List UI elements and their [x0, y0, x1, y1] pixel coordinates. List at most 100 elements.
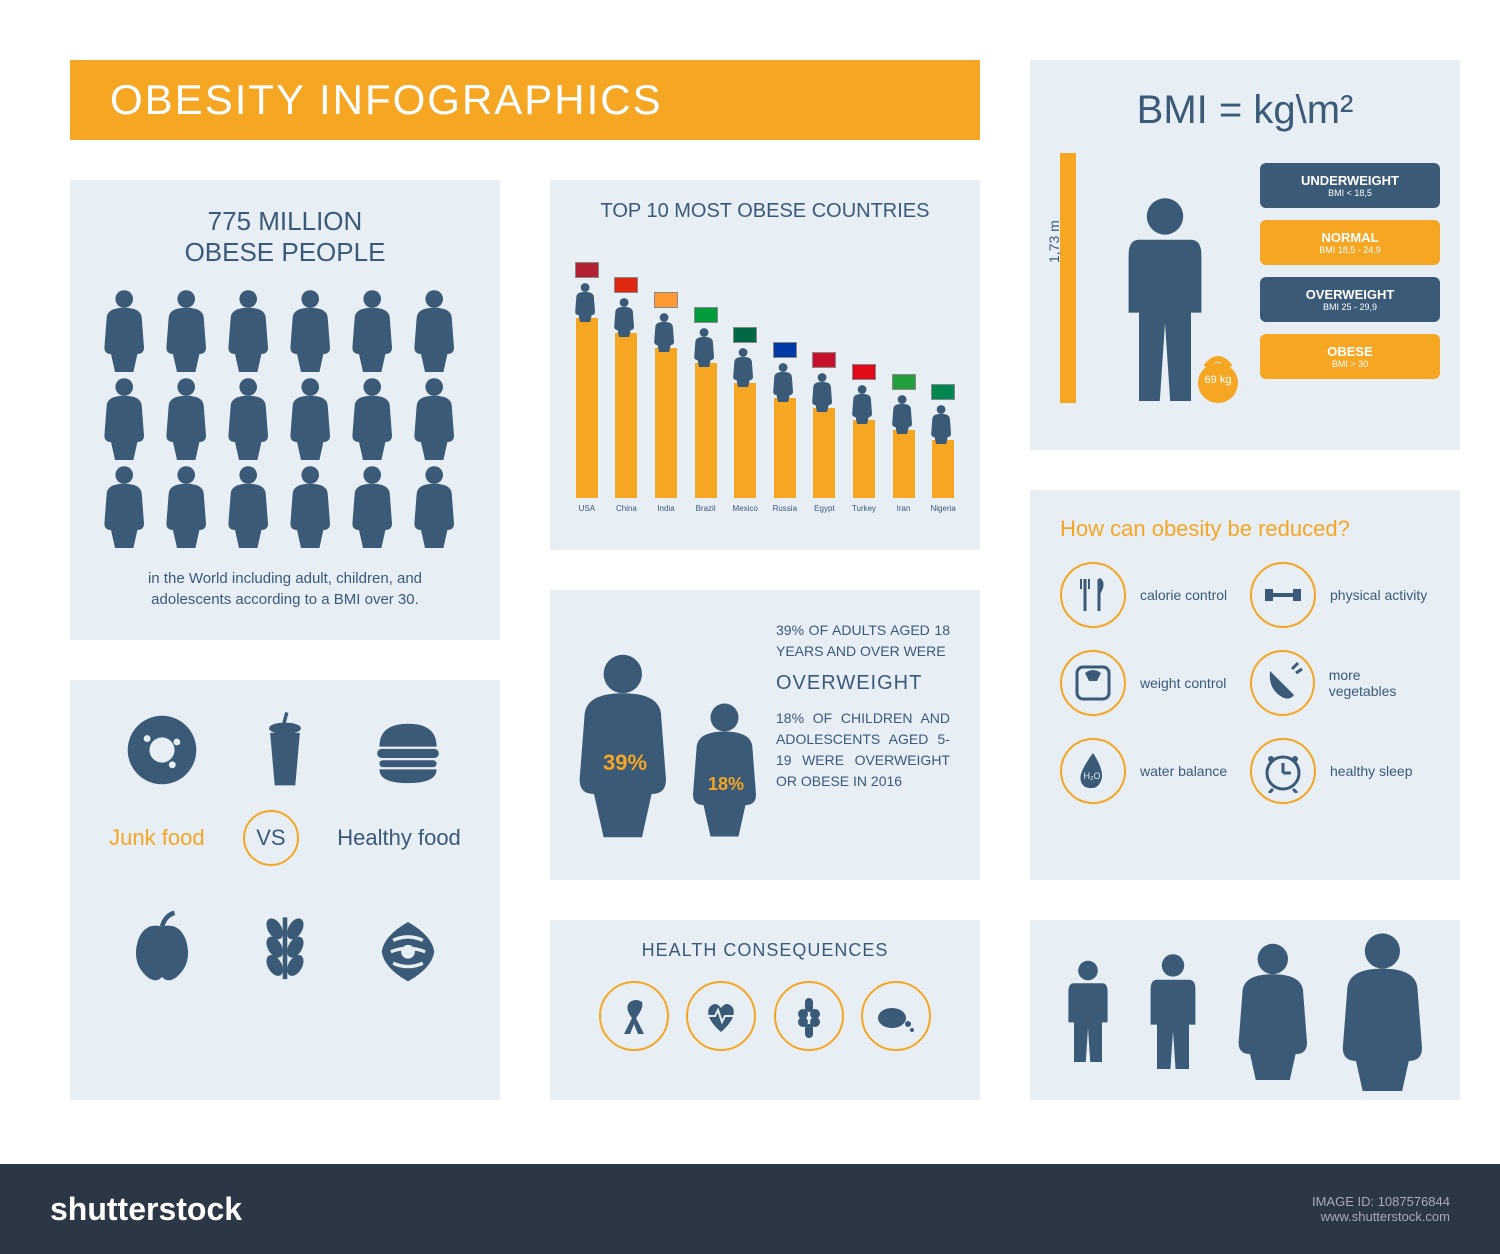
reduce-item: water balance [1060, 738, 1240, 804]
reduce-label: more vegetables [1329, 667, 1430, 699]
bar-Brazil: Brazil [689, 307, 723, 513]
food-labels: Junk food VS Healthy food [70, 800, 500, 876]
bar-fill [932, 440, 954, 498]
progression-person-icon [1231, 940, 1315, 1080]
bar-person-icon [573, 282, 601, 322]
infographic-canvas: OBESITY INFOGRAPHICS 775 MILLION OBESE P… [0, 0, 1500, 1254]
wheat-icon [240, 906, 330, 986]
obese-person-icon [100, 288, 156, 372]
vs-text: VS [256, 825, 285, 851]
reduce-label: healthy sleep [1330, 763, 1413, 779]
badge-title: NORMAL [1272, 230, 1428, 245]
obese-person-icon [348, 376, 404, 460]
cutlery-icon-circle [1060, 562, 1126, 628]
adult-figure-icon: 39% [570, 650, 680, 840]
bmi-badge: OBESEBMI > 30 [1260, 334, 1440, 379]
footer: shutterstock IMAGE ID: 1087576844 www.sh… [0, 1164, 1500, 1254]
bar-person-icon [731, 347, 759, 387]
bar-label: Mexico [733, 504, 758, 513]
obese-person-icon [162, 288, 218, 372]
fish-icon [363, 906, 453, 986]
reduce-item: more vegetables [1250, 650, 1430, 716]
people-panel: 775 MILLION OBESE PEOPLE in the World in… [70, 180, 500, 640]
footer-logo: shutterstock [50, 1191, 242, 1228]
joint-icon-circle [774, 981, 844, 1051]
progression-person-icon [1060, 958, 1122, 1061]
title-bar: OBESITY INFOGRAPHICS [70, 60, 980, 140]
apple-icon [117, 906, 207, 986]
healthy-food-row [70, 876, 500, 996]
bmi-formula: BMI = kg\m² [1030, 88, 1460, 133]
bar-Iran: Iran [887, 374, 921, 513]
water-icon-circle [1060, 738, 1126, 804]
bar-fill [853, 420, 875, 498]
bar-Egypt: Egypt [808, 352, 842, 513]
obese-person-icon [286, 376, 342, 460]
flag-icon [892, 374, 916, 390]
joint-icon [787, 994, 831, 1038]
flag-icon [812, 352, 836, 368]
bar-person-icon [652, 312, 680, 352]
flag-icon [733, 327, 757, 343]
svg-text:39%: 39% [603, 750, 647, 775]
bar-label: Brazil [696, 504, 716, 513]
bmi-badges: UNDERWEIGHTBMI < 18,5NORMALBMI 18,5 - 24… [1260, 153, 1440, 413]
ribbon-icon [612, 994, 656, 1038]
footer-url: www.shutterstock.com [1312, 1209, 1450, 1224]
bar-fill [734, 383, 756, 498]
headline-1: 775 MILLION [70, 206, 500, 237]
obese-person-icon [224, 288, 280, 372]
reduce-panel: How can obesity be reduced? calorie cont… [1030, 490, 1460, 880]
scale-icon [1071, 661, 1115, 705]
bar-fill [774, 398, 796, 498]
bar-fill [576, 318, 598, 498]
obese-person-icon [224, 464, 280, 548]
flag-icon [614, 277, 638, 293]
bar-fill [655, 348, 677, 498]
bar-fill [813, 408, 835, 498]
reduce-grid: calorie control physical activityweight c… [1030, 552, 1460, 814]
bar-China: China [610, 277, 644, 513]
countries-chart: USAChinaIndiaBrazilMexicoRussiaEgyptTurk… [570, 243, 960, 513]
people-caption: in the World including adult, children, … [70, 558, 500, 620]
ribbon-icon-circle [599, 981, 669, 1051]
percent-figures: 39% 18% [550, 590, 766, 880]
bar-label: Nigeria [931, 504, 956, 513]
healthy-label: Healthy food [337, 825, 461, 851]
consequences-title: HEALTH CONSEQUENCES [550, 940, 980, 961]
scale-icon-circle [1060, 650, 1126, 716]
bar-fill [695, 363, 717, 498]
bar-label: USA [579, 504, 595, 513]
vs-badge: VS [243, 810, 299, 866]
blood-icon-circle [861, 981, 931, 1051]
bmi-body: 1,73 m 69 kg UNDERWEIGHTBMI < 18,5 NORMAL… [1030, 133, 1460, 413]
reduce-item: healthy sleep [1250, 738, 1430, 804]
percent-text: 39% OF ADULTS AGED 18 YEARS AND OVER WER… [766, 590, 980, 880]
bar-Turkey: Turkey [847, 364, 881, 513]
water-icon [1071, 749, 1115, 793]
reduce-item: physical activity [1250, 562, 1430, 628]
badge-title: OVERWEIGHT [1272, 287, 1428, 302]
bar-Nigeria: Nigeria [926, 384, 960, 513]
heart-icon-circle [686, 981, 756, 1051]
progression-person-icon [1334, 929, 1431, 1091]
obese-person-icon [410, 376, 466, 460]
svg-text:69 kg: 69 kg [1205, 374, 1232, 386]
bar-person-icon [850, 384, 878, 424]
flag-icon [694, 307, 718, 323]
reduce-label: calorie control [1140, 587, 1227, 603]
bmi-left: 1,73 m 69 kg [1050, 153, 1260, 413]
footer-meta: IMAGE ID: 1087576844 www.shutterstock.co… [1312, 1194, 1450, 1224]
bmi-badge: UNDERWEIGHTBMI < 18,5 [1260, 163, 1440, 208]
reduce-item: weight control [1060, 650, 1240, 716]
obese-person-icon [410, 288, 466, 372]
bar-fill [893, 430, 915, 498]
flag-icon [654, 292, 678, 308]
reduce-label: water balance [1140, 763, 1227, 779]
obese-person-icon [162, 464, 218, 548]
clock-icon-circle [1250, 738, 1316, 804]
bar-label: Russia [773, 504, 797, 513]
obese-person-icon [224, 376, 280, 460]
clock-icon [1261, 749, 1305, 793]
obese-person-icon [286, 464, 342, 548]
